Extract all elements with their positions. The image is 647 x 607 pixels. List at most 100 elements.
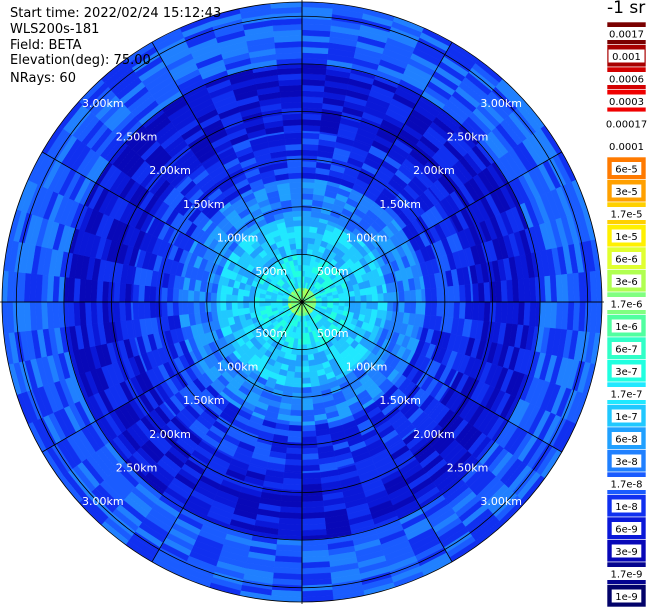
ring-label: 1.50km xyxy=(183,198,225,211)
range-gate-cell xyxy=(193,301,200,314)
range-gate-cell xyxy=(453,285,461,303)
range-gate-cell xyxy=(301,366,310,373)
range-gate-cell xyxy=(242,295,250,303)
range-gate-cell xyxy=(301,360,309,367)
colorbar-tick-label: 3e-9 xyxy=(615,547,638,558)
range-gate-cell xyxy=(301,377,311,385)
range-gate-cell xyxy=(166,287,174,303)
range-gate-cell xyxy=(289,415,303,423)
range-gate-cell xyxy=(132,301,140,320)
range-gate-cell xyxy=(296,254,303,260)
range-gate-cell xyxy=(149,285,157,303)
range-gate-cell xyxy=(297,264,303,271)
device-label: WLS200s-181 xyxy=(10,22,100,37)
range-gate-cell xyxy=(301,392,313,400)
data-cells xyxy=(2,2,602,602)
ring-label: 2.50km xyxy=(447,462,489,475)
range-gate-cell xyxy=(143,285,151,303)
range-gate-cell xyxy=(225,293,233,303)
range-gate-cell xyxy=(301,242,309,250)
range-gate-cell xyxy=(299,276,303,283)
range-gate-cell xyxy=(301,198,313,206)
range-gate-cell xyxy=(301,436,317,444)
range-gate-cell xyxy=(371,293,379,303)
range-gate-cell xyxy=(301,193,314,200)
range-gate-cell xyxy=(301,237,309,244)
range-gate-cell xyxy=(137,301,145,320)
range-gate-cell xyxy=(254,301,260,308)
range-gate-cell xyxy=(333,297,340,303)
range-gate-cell xyxy=(387,301,394,312)
range-gate-cell xyxy=(321,299,328,303)
colorbar-tick-label: 1e-5 xyxy=(615,232,638,243)
range-gate-cell xyxy=(248,301,255,308)
range-gate-cell xyxy=(210,292,217,303)
range-gate-cell xyxy=(291,392,303,400)
range-gate-cell xyxy=(290,404,303,411)
range-gate-cell xyxy=(287,436,303,444)
range-gate-cell xyxy=(198,291,206,303)
colorbar-tick-label: 6e-6 xyxy=(615,255,638,266)
ring-label: 2.00km xyxy=(149,164,191,177)
range-gate-cell xyxy=(301,172,316,180)
ring-label: 500m xyxy=(255,327,287,340)
colorbar-tick-label: 3e-5 xyxy=(615,187,638,198)
range-gate-cell xyxy=(248,296,255,303)
colorbar: 0.0017 0.001 0.0006 0.0003 0.00017 0.0001 6e-5… xyxy=(606,22,647,607)
range-gate-cell xyxy=(219,301,227,311)
range-gate-cell xyxy=(132,284,140,303)
ring-label: 1.50km xyxy=(379,394,421,407)
range-gate-cell xyxy=(293,371,303,379)
range-gate-cell xyxy=(301,447,319,455)
range-gate-cell xyxy=(286,441,303,449)
range-gate-cell xyxy=(301,166,317,174)
range-gate-cell xyxy=(284,459,303,467)
range-gate-cell xyxy=(415,289,423,303)
range-gate-cell xyxy=(237,295,244,303)
range-gate-cell xyxy=(295,354,303,362)
range-gate-cell xyxy=(242,301,250,309)
colorbar-tick-label: 1e-8 xyxy=(615,502,638,513)
range-gate-cell xyxy=(181,301,189,315)
range-gate-cell xyxy=(453,301,461,319)
colorbar-tick-label: 1e-6 xyxy=(615,322,638,333)
colorbar-tick-label: 0.0003 xyxy=(609,97,644,108)
ring-label: 3.00km xyxy=(82,97,124,110)
colorbar-tick-label: 0.0001 xyxy=(609,142,644,153)
range-gate-cell xyxy=(284,132,303,140)
range-gate-cell xyxy=(301,187,315,195)
range-gate-cell xyxy=(285,453,303,461)
range-gate-cell xyxy=(459,301,467,320)
colorbar-tick-label: 6e-7 xyxy=(615,345,638,356)
range-gate-cell xyxy=(301,219,311,227)
colorbar-unit-label: -1 sr xyxy=(607,0,646,18)
range-gate-cell xyxy=(297,258,303,266)
ring-label: 1.00km xyxy=(346,361,388,374)
range-gate-cell xyxy=(288,172,303,180)
range-gate-cell xyxy=(436,301,444,317)
range-gate-cell xyxy=(383,292,388,303)
range-gate-cell xyxy=(254,296,260,303)
range-gate-cell xyxy=(301,248,308,255)
range-gate-cell xyxy=(301,231,310,238)
range-gate-cell xyxy=(392,301,400,313)
range-gate-cell xyxy=(270,301,277,306)
range-gate-cell xyxy=(187,289,195,303)
range-gate-cell xyxy=(181,289,189,303)
range-gate-cell xyxy=(284,464,303,472)
range-gate-cell xyxy=(237,301,244,309)
range-gate-cell xyxy=(344,301,350,308)
range-gate-cell xyxy=(296,344,303,350)
colorbar-tick-label: 3e-8 xyxy=(615,457,638,468)
range-gate-cell xyxy=(459,284,467,303)
ring-label: 2.00km xyxy=(413,164,455,177)
range-gate-cell xyxy=(288,424,303,432)
range-gate-cell xyxy=(301,441,318,449)
range-gate-cell xyxy=(292,383,303,388)
range-gate-cell xyxy=(436,287,444,303)
range-gate-cell xyxy=(294,366,303,373)
range-gate-cell xyxy=(371,301,379,311)
range-gate-cell xyxy=(354,301,362,309)
colorbar-tick-label: 0.0006 xyxy=(609,75,644,86)
